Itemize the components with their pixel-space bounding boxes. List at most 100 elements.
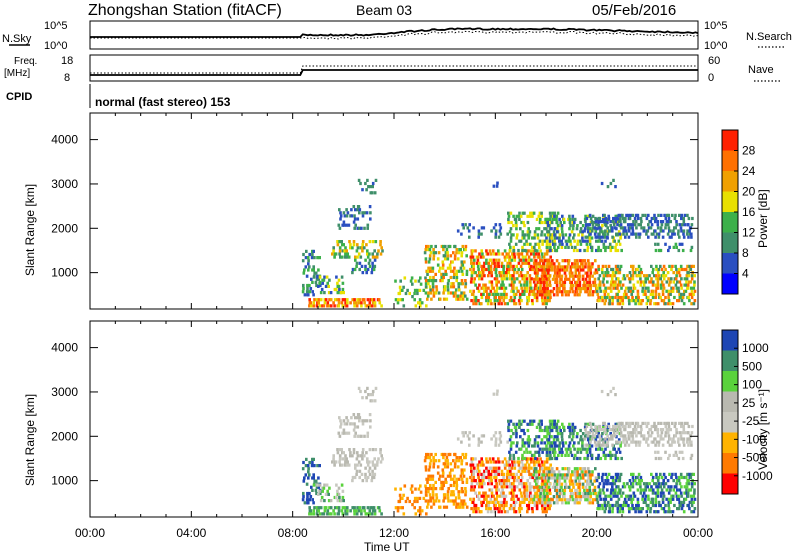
power-cell [357,252,361,256]
power-cell [527,236,530,240]
velocity-cell [521,438,525,442]
velocity-cell [529,419,532,423]
colorbar-tick-label: 25 [742,396,756,410]
power-cell [587,283,590,288]
power-cell [687,223,690,227]
velocity-cell [476,463,480,467]
power-cell [352,240,356,244]
power-cell [634,232,638,236]
velocity-cell [601,479,604,483]
velocity-cell [502,479,506,483]
power-cell [484,283,487,287]
power-cell [446,282,450,286]
velocity-cell [604,497,608,501]
power-cell [496,299,499,303]
velocity-cell [537,460,541,464]
velocity-cell [545,444,548,448]
power-cell [651,267,655,272]
power-cell [543,259,547,263]
velocity-cell [450,490,453,494]
velocity-cell [510,507,514,511]
power-cell [610,267,613,272]
power-cell [323,301,327,305]
power-cell [418,301,422,305]
velocity-cell [318,464,321,468]
velocity-cell [660,428,663,432]
power-cell [631,223,635,227]
power-cell [528,264,531,268]
velocity-cell [578,473,582,477]
velocity-cell [359,454,362,458]
velocity-cell [628,424,632,429]
power-cell [594,268,598,272]
power-cell [538,211,542,215]
power-cell [449,291,453,295]
power-cell [616,299,620,303]
velocity-cell [485,503,488,508]
power-cell [371,255,375,259]
power-cell [521,255,525,259]
velocity-cell [510,491,513,495]
power-cell [674,226,677,230]
power-cell [357,205,361,209]
power-cell [363,211,367,215]
power-cell [476,258,480,262]
power-cell [357,178,361,182]
power-cell [429,288,432,292]
power-cell [459,248,462,252]
velocity-cell [616,424,619,429]
velocity-cell [413,496,417,500]
velocity-cell [528,472,531,476]
power-cell [508,274,512,278]
velocity-cell [650,431,654,435]
velocity-cell [443,462,447,466]
power-cell [368,240,372,244]
power-cell [597,224,600,228]
velocity-cell [315,512,319,516]
power-cell [464,282,468,286]
power-cell [366,298,370,302]
power-cell [639,274,642,278]
velocity-cell [495,491,498,495]
power-cell [600,239,604,243]
power-cell [612,286,615,290]
velocity-cell [657,500,661,504]
velocity-cell [568,498,572,502]
power-cell [507,271,511,275]
velocity-cell [653,482,656,486]
power-cell [660,220,663,224]
velocity-cell [512,422,515,426]
power-cell [527,255,531,259]
velocity-cell [557,470,561,474]
power-cell [530,236,534,240]
power-cell [403,276,407,280]
velocity-cell [589,476,592,480]
velocity-cell [601,425,605,429]
power-cell [651,292,655,296]
colorbar-tick-label: -25 [742,414,760,428]
velocity-cell [425,477,428,481]
velocity-cell [337,486,341,490]
power-cell [667,248,670,253]
power-cell [521,230,525,234]
power-cell [461,282,465,286]
power-cell [453,272,456,276]
power-cell [567,293,570,297]
power-cell [581,265,585,269]
velocity-cell [424,465,428,469]
velocity-cell [547,438,551,442]
velocity-cell [494,431,498,435]
power-cell [509,295,513,300]
power-cell [540,274,544,278]
power-cell [602,232,605,236]
power-cell [614,245,617,249]
power-cell [459,294,462,298]
power-cell [553,271,557,275]
power-cell [359,246,362,250]
power-cell [685,283,688,287]
velocity-cell [505,485,509,489]
power-cell [434,272,437,276]
power-cell [428,254,432,258]
velocity-cell [568,441,572,445]
power-cell [366,252,369,256]
